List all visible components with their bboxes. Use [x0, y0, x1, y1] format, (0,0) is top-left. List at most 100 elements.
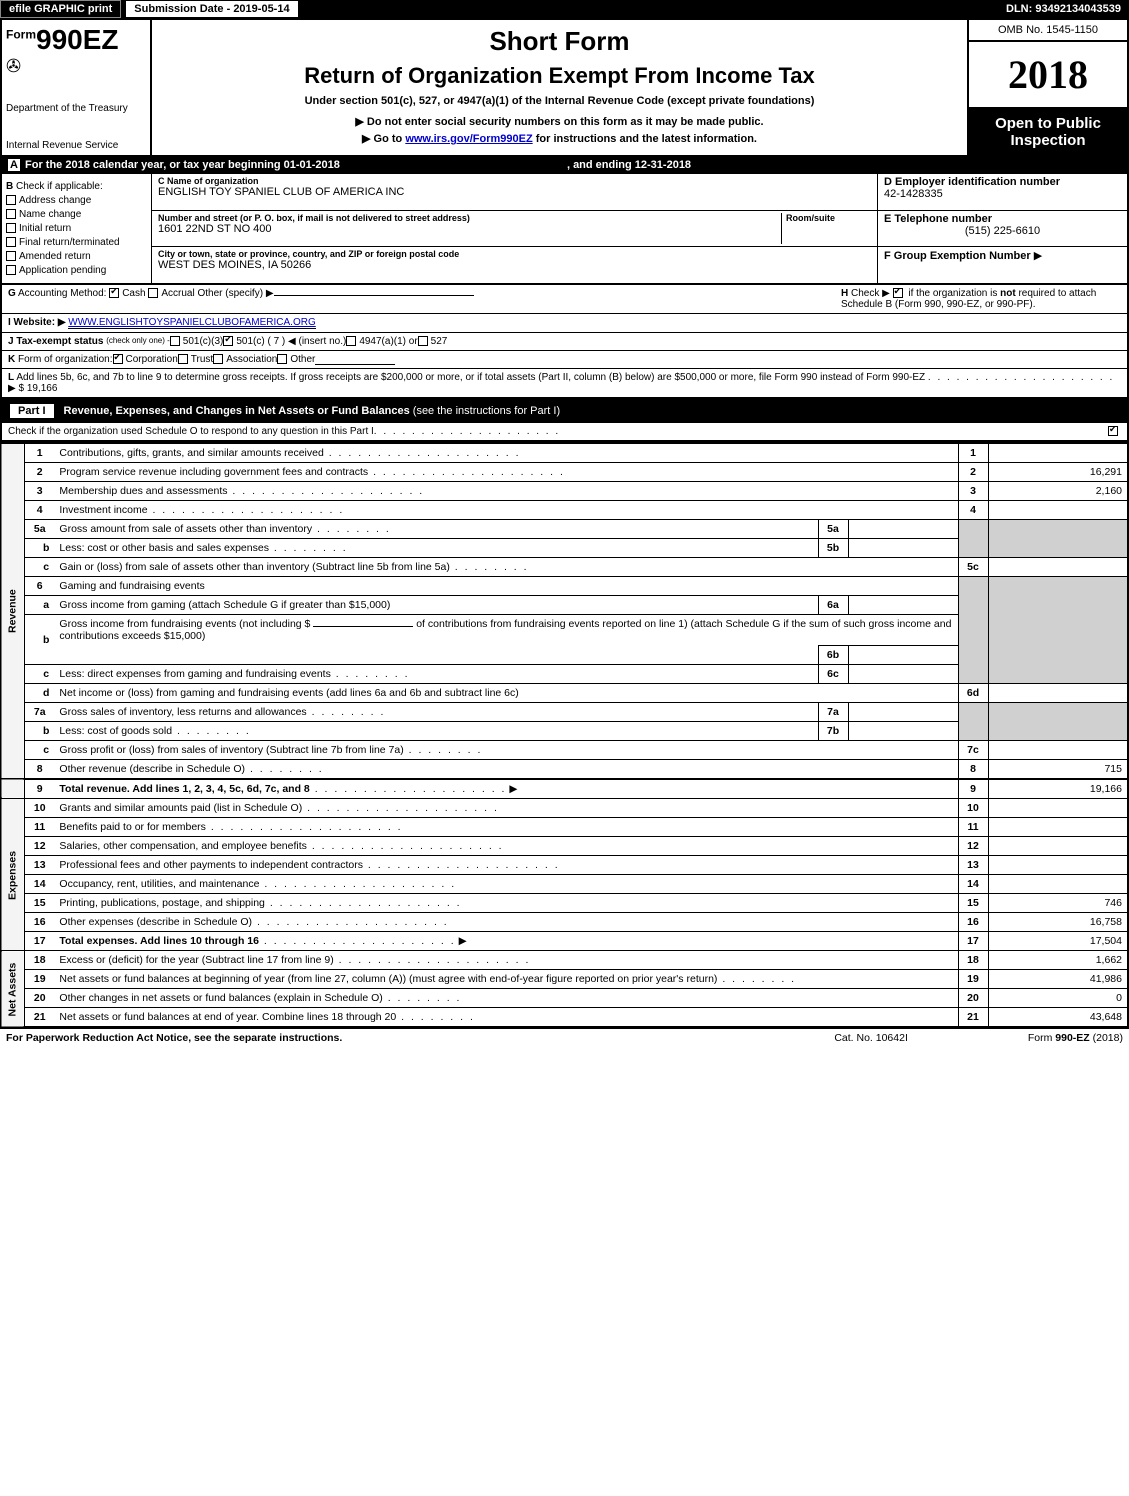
- line-2-amt: 16,291: [988, 463, 1128, 482]
- check-assoc[interactable]: [213, 354, 223, 364]
- check-4947[interactable]: [346, 336, 356, 346]
- opt-cash: Cash: [122, 288, 145, 299]
- opt-address: Address change: [19, 195, 91, 206]
- check-address-change[interactable]: [6, 195, 16, 205]
- line-17-num: 17: [25, 932, 55, 951]
- org-name-row: C Name of organization ENGLISH TOY SPANI…: [152, 174, 877, 211]
- line-4-desc: Investment income: [59, 504, 147, 516]
- line-7c-desc: Gross profit or (loss) from sales of inv…: [59, 744, 403, 756]
- line-15-col: 15: [958, 894, 988, 913]
- check-schedule-o[interactable]: [1108, 426, 1118, 436]
- line-14-dots: [259, 878, 456, 890]
- line-13-num: 13: [25, 856, 55, 875]
- check-501c3[interactable]: [170, 336, 180, 346]
- phone-row: E Telephone number (515) 225-6610: [878, 211, 1127, 248]
- check-pending[interactable]: [6, 265, 16, 275]
- line-12-amt: [988, 837, 1128, 856]
- other-org-line[interactable]: [315, 354, 395, 365]
- line-10-amt: [988, 799, 1128, 818]
- header-right: OMB No. 1545-1150 2018 Open to Public In…: [967, 20, 1127, 155]
- opt-corp: Corporation: [126, 354, 178, 365]
- line-7a-desc: Gross sales of inventory, less returns a…: [59, 706, 306, 718]
- line-7c-num: c: [25, 741, 55, 760]
- return-title: Return of Organization Exempt From Incom…: [160, 63, 959, 89]
- room-label: Room/suite: [786, 213, 871, 223]
- footer-form: Form 990-EZ (2018): [1028, 1032, 1123, 1044]
- row-a-end: , and ending 12-31-2018: [565, 159, 693, 171]
- check-501c[interactable]: [223, 336, 233, 346]
- line-6c-desc: Less: direct expenses from gaming and fu…: [59, 668, 330, 680]
- check-schedule-b[interactable]: [893, 288, 903, 298]
- check-name-change[interactable]: [6, 209, 16, 219]
- row-i-website: I Website: ▶ WWW.ENGLISHTOYSPANIELCLUBOF…: [0, 314, 1129, 333]
- check-527[interactable]: [418, 336, 428, 346]
- line-7b-num: b: [25, 722, 55, 741]
- part-1-table: Revenue 1 Contributions, gifts, grants, …: [0, 442, 1129, 1028]
- ein-value: 42-1428335: [884, 188, 1121, 200]
- line-4-num: 4: [25, 501, 55, 520]
- line-6c-sub: 6c: [818, 665, 848, 684]
- g-label: G: [8, 288, 16, 299]
- check-amended[interactable]: [6, 251, 16, 261]
- check-trust[interactable]: [178, 354, 188, 364]
- line-16-dots: [252, 916, 449, 928]
- part-1-subtitle: (see the instructions for Part I): [413, 405, 560, 417]
- short-form-title: Short Form: [160, 26, 959, 57]
- line-17-dots: [259, 935, 456, 947]
- line-4-amt: [988, 501, 1128, 520]
- shaded-7: [958, 703, 988, 741]
- line-6b-blank[interactable]: [313, 626, 413, 627]
- website-link[interactable]: WWW.ENGLISHTOYSPANIELCLUBOFAMERICA.ORG: [68, 317, 315, 329]
- line-20-desc: Other changes in net assets or fund bala…: [59, 992, 382, 1004]
- line-5a-dots: [312, 523, 391, 535]
- line-7b-dots: [172, 725, 251, 737]
- line-1-num: 1: [25, 443, 55, 463]
- line-14-amt: [988, 875, 1128, 894]
- line-7a-num: 7a: [25, 703, 55, 722]
- shaded-6-amt: [988, 577, 1128, 684]
- opt-501c3: 501(c)(3): [183, 336, 224, 347]
- line-5b-dots: [269, 542, 348, 554]
- check-initial[interactable]: [6, 223, 16, 233]
- line-7b-sub: 7b: [818, 722, 848, 741]
- netassets-side-label: Net Assets: [1, 951, 25, 1028]
- opt-trust: Trust: [191, 354, 213, 365]
- line-12-dots: [307, 840, 504, 852]
- ein-row: D Employer identification number 42-1428…: [878, 174, 1127, 211]
- line-5a-subamt: [848, 520, 958, 539]
- dept-treasury: Department of the Treasury: [6, 103, 146, 114]
- line-3-dots: [228, 485, 425, 497]
- line-9-col: 9: [958, 779, 988, 799]
- line-2-desc: Program service revenue including govern…: [59, 466, 368, 478]
- check-other-org[interactable]: [277, 354, 287, 364]
- line-20-col: 20: [958, 989, 988, 1008]
- check-final[interactable]: [6, 237, 16, 247]
- l-amount: $ 19,166: [18, 383, 57, 394]
- check-cash[interactable]: [109, 288, 119, 298]
- line-1-dots: [324, 447, 521, 459]
- line-3-num: 3: [25, 482, 55, 501]
- line-7a-dots: [307, 706, 386, 718]
- org-city: WEST DES MOINES, IA 50266: [158, 259, 871, 271]
- check-accrual[interactable]: [148, 288, 158, 298]
- irs-link[interactable]: www.irs.gov/Form990EZ: [405, 133, 532, 145]
- line-16-num: 16: [25, 913, 55, 932]
- org-name: ENGLISH TOY SPANIEL CLUB OF AMERICA INC: [158, 186, 871, 198]
- line-9-dots: [310, 783, 507, 795]
- line-1-col: 1: [958, 443, 988, 463]
- line-6c-dots: [331, 668, 410, 680]
- line-17-col: 17: [958, 932, 988, 951]
- row-a: A For the 2018 calendar year, or tax yea…: [0, 157, 1129, 174]
- e-label: E Telephone number: [884, 213, 992, 225]
- line-10-num: 10: [25, 799, 55, 818]
- goto-post: for instructions and the latest informat…: [533, 133, 757, 145]
- line-6b-num: b: [25, 615, 55, 665]
- other-specify-line[interactable]: [274, 295, 474, 296]
- h-text1: Check ▶: [851, 288, 890, 299]
- check-if-label: Check if applicable:: [16, 181, 103, 192]
- open-public-line1: Open to Public: [995, 115, 1101, 132]
- efile-print-button[interactable]: efile GRAPHIC print: [0, 0, 121, 18]
- line-6d-num: d: [25, 684, 55, 703]
- check-corp[interactable]: [113, 354, 123, 364]
- part-1-check-line: Check if the organization used Schedule …: [0, 423, 1129, 442]
